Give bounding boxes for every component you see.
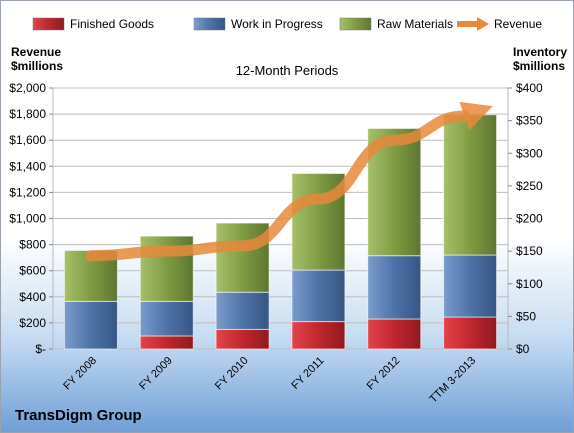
left-axis-ticks: $- $200 $400 $600 $800 $1,000 $1,200 $1,400 $1,6…	[9, 81, 53, 356]
right-tick-label: $200	[516, 212, 543, 226]
bar-finished-goods	[443, 316, 498, 350]
x-tick-label: FY 2011	[289, 355, 326, 392]
bars	[63, 114, 498, 350]
bar-work-in-progress	[443, 254, 498, 318]
revenue-line	[85, 101, 493, 262]
right-tick-label: $0	[516, 342, 530, 356]
right-tick-label: $300	[516, 146, 543, 160]
left-tick-label: $400	[19, 290, 46, 304]
x-tick-label: FY 2009	[137, 355, 175, 393]
legend-swatch-raw-materials	[339, 17, 372, 31]
legend-label-finished-goods: Finished Goods	[70, 17, 154, 31]
legend-label-revenue: Revenue	[494, 17, 542, 31]
bar-raw-materials	[443, 114, 498, 256]
chart-title: 12-Month Periods	[235, 63, 339, 78]
left-tick-label: $1,800	[9, 107, 46, 121]
left-axis-label: Revenue $millions	[11, 45, 64, 73]
right-tick-label: $150	[516, 244, 543, 258]
bar-work-in-progress	[63, 300, 118, 350]
left-tick-label: $200	[19, 316, 46, 330]
right-axis-label: Inventory $millions	[513, 45, 568, 73]
legend: Finished Goods Work in Progress Raw Materi…	[32, 17, 542, 31]
right-tick-label: $250	[516, 179, 543, 193]
right-tick-label: $400	[516, 81, 543, 95]
bar-finished-goods	[215, 328, 270, 350]
left-tick-label: $-	[35, 342, 46, 356]
right-tick-label: $100	[516, 277, 543, 291]
left-tick-label: $1,000	[9, 212, 46, 226]
bar-finished-goods	[367, 318, 422, 350]
x-tick-label: FY 2008	[61, 355, 99, 393]
left-tick-label: $1,200	[9, 185, 46, 199]
left-tick-label: $600	[19, 264, 46, 278]
legend-swatch-finished-goods	[32, 17, 65, 31]
left-tick-label: $2,000	[9, 81, 46, 95]
bar-work-in-progress	[139, 300, 194, 337]
right-axis-ticks: $0 $50 $100 $150 $200 $250 $300 $350 $400	[508, 81, 543, 356]
bar-work-in-progress	[367, 255, 422, 320]
bar-finished-goods	[139, 335, 194, 350]
legend-label-work-in-progress: Work in Progress	[231, 17, 323, 31]
legend-label-raw-materials: Raw Materials	[377, 17, 453, 31]
left-tick-label: $800	[19, 238, 46, 252]
x-axis-labels: FY 2008 FY 2009 FY 2010 FY 2011 FY 2012 TTM 3…	[61, 355, 478, 406]
legend-swatch-work-in-progress	[193, 17, 226, 31]
x-tick-label: FY 2012	[365, 355, 403, 393]
x-tick-label: FY 2010	[213, 355, 251, 393]
bar-work-in-progress	[291, 269, 346, 323]
revenue-arrowhead	[459, 101, 493, 131]
bar-raw-materials	[215, 222, 270, 293]
left-tick-label: $1,600	[9, 133, 46, 147]
bar-work-in-progress	[215, 291, 270, 330]
legend-arrow-revenue	[477, 17, 489, 31]
company-name: TransDigm Group	[15, 407, 142, 424]
right-tick-label: $50	[516, 309, 536, 323]
x-tick-label: TTM 3-2013	[427, 355, 478, 406]
bar-finished-goods	[291, 321, 346, 350]
right-tick-label: $350	[516, 114, 543, 128]
left-tick-label: $1,400	[9, 159, 46, 173]
